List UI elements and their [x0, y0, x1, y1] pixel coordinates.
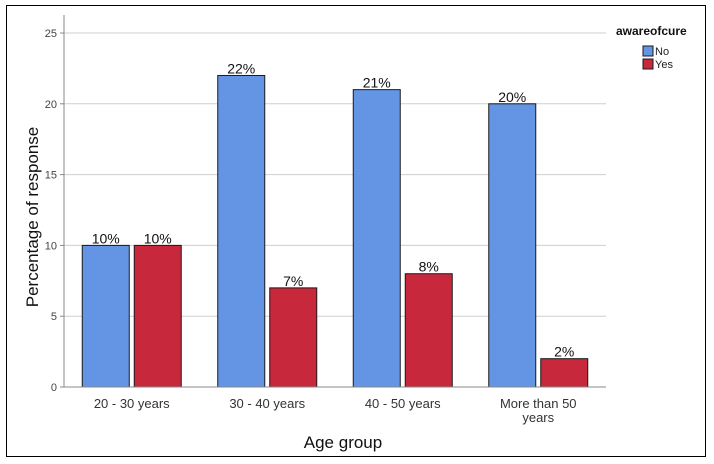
bar-yes-3 — [540, 358, 589, 388]
data-labels: 10% 10% 22% 7% 21% 8% 20% 2% — [92, 60, 575, 359]
bar-yes-0 — [133, 244, 182, 388]
bar-yes-1 — [269, 287, 318, 388]
y-tick-label: 25 — [45, 28, 57, 40]
data-label: 22% — [227, 60, 255, 76]
bar-no-1 — [217, 74, 266, 388]
bars — [81, 74, 589, 388]
legend-swatch-yes — [642, 58, 654, 70]
x-tick-label: 20 - 30 years — [94, 396, 170, 411]
y-tick-label: 5 — [51, 311, 57, 323]
y-tick-label: 20 — [45, 99, 57, 111]
data-label: 8% — [419, 259, 439, 275]
y-tick-label: 15 — [45, 170, 57, 182]
legend-label-no: No — [655, 46, 669, 58]
bar-no-2 — [352, 89, 401, 388]
legend-label-yes: Yes — [655, 59, 673, 71]
data-label: 10% — [144, 230, 172, 246]
bar-no-0 — [81, 244, 130, 388]
y-tick-label: 0 — [51, 382, 57, 394]
x-tick-label: years — [522, 410, 554, 425]
legend-swatch-no — [642, 45, 654, 57]
data-label: 10% — [92, 230, 120, 246]
data-label: 2% — [554, 344, 574, 360]
x-tick-label: 40 - 50 years — [365, 396, 441, 411]
bar-no-3 — [488, 103, 537, 388]
data-label: 7% — [283, 273, 303, 289]
x-tick-label: More than 50 — [500, 396, 577, 411]
y-axis-ticks: 0 5 10 15 20 25 — [45, 28, 64, 394]
data-label: 21% — [363, 75, 391, 91]
x-tick-label: 30 - 40 years — [229, 396, 305, 411]
legend-title: awareofcure — [616, 24, 687, 38]
x-axis-ticks: 20 - 30 years 30 - 40 years 40 - 50 years M… — [94, 396, 577, 425]
y-axis-title: Percentage of response — [23, 127, 42, 308]
data-label: 20% — [498, 89, 526, 105]
x-axis-title: Age group — [304, 433, 382, 452]
bar-yes-2 — [404, 273, 453, 388]
y-tick-label: 10 — [45, 240, 57, 252]
